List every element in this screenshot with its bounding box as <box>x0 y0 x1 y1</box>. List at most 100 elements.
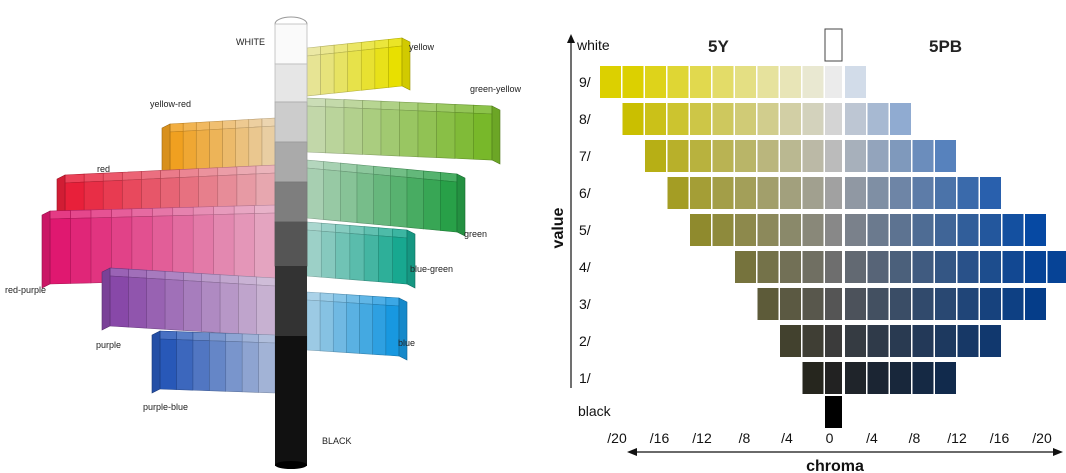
chip-5y <box>645 103 666 135</box>
chip-5pb <box>845 325 866 357</box>
chip-5y <box>780 140 801 172</box>
chip-5pb <box>935 140 956 172</box>
chip-5pb <box>845 362 866 394</box>
chip-5y <box>780 66 801 98</box>
chip-5pb <box>867 140 889 172</box>
chip-5y <box>757 288 779 320</box>
chip-5pb <box>867 214 889 246</box>
chip-5y <box>757 177 779 209</box>
value-axis-column <box>274 16 308 469</box>
chip-5pb <box>912 288 934 320</box>
chroma-axis-arrow-left <box>627 448 637 456</box>
chroma-tick-label: /20 <box>1032 430 1052 446</box>
munsell-color-tree: WHITE yellow green-yellow yellow-red red… <box>5 16 522 469</box>
chip-5y <box>802 288 824 320</box>
chip-5pb <box>890 140 911 172</box>
chroma-tick-label: /4 <box>866 430 878 446</box>
chroma-tick-label: /12 <box>692 430 712 446</box>
chip-5pb <box>890 362 911 394</box>
chip-5pb <box>867 325 889 357</box>
label-purple-blue: purple-blue <box>143 402 188 412</box>
chip-5y <box>690 214 711 246</box>
chip-5pb <box>890 288 911 320</box>
chip-5pb <box>890 325 911 357</box>
chip-5y <box>645 140 666 172</box>
chip-neutral <box>825 140 842 172</box>
chip-5y <box>780 103 801 135</box>
black-chip <box>825 396 842 428</box>
chip-5y <box>735 251 756 283</box>
chroma-axis-title: chroma <box>806 458 864 473</box>
chip-5y <box>712 140 734 172</box>
chip-5y <box>690 103 711 135</box>
chip-5y <box>780 251 801 283</box>
value-tick-label: 8/ <box>579 111 591 127</box>
chip-5y <box>735 140 756 172</box>
chip-5pb <box>957 214 979 246</box>
chip-neutral <box>825 103 842 135</box>
value-tick-label: 5/ <box>579 222 591 238</box>
chip-5pb <box>1002 288 1024 320</box>
label-red-purple: red-purple <box>5 285 46 295</box>
chip-5pb <box>980 177 1001 209</box>
chip-5y <box>622 66 644 98</box>
label-red: red <box>97 164 110 174</box>
chip-5pb <box>935 325 956 357</box>
chip-5y <box>802 177 824 209</box>
chip-5y <box>667 66 689 98</box>
chip-5pb <box>845 251 866 283</box>
chip-5y <box>712 214 734 246</box>
chip-5pb <box>957 288 979 320</box>
chroma-tick-label: /16 <box>650 430 670 446</box>
chip-5pb <box>890 214 911 246</box>
chip-5y <box>802 325 824 357</box>
white-label: white <box>576 37 610 53</box>
chip-5y <box>757 214 779 246</box>
value-axis-title: value <box>550 207 567 248</box>
chroma-tick-label: /16 <box>990 430 1010 446</box>
label-purple: purple <box>96 340 121 350</box>
value-tick-label: 3/ <box>579 296 591 312</box>
leaf-blue <box>306 291 408 361</box>
label-green: green <box>464 229 487 239</box>
leaf-red-purple <box>41 204 276 289</box>
hue-leaves <box>41 37 501 394</box>
chip-5pb <box>980 251 1001 283</box>
chip-5y <box>667 103 689 135</box>
chip-5pb <box>980 214 1001 246</box>
chip-5y <box>667 177 689 209</box>
chip-5y <box>690 66 711 98</box>
chip-5y <box>645 66 666 98</box>
chip-neutral <box>825 288 842 320</box>
chroma-tick-label: /8 <box>739 430 751 446</box>
chip-5y <box>735 214 756 246</box>
chip-5pb <box>912 140 934 172</box>
leaf-purple <box>101 267 276 337</box>
hue-right-label: 5PB <box>929 37 962 56</box>
chip-5pb <box>957 251 979 283</box>
chip-5pb <box>980 325 1001 357</box>
chip-5pb <box>845 288 866 320</box>
chip-neutral <box>825 325 842 357</box>
value-tick-label: 1/ <box>579 370 591 386</box>
chip-5pb <box>935 177 956 209</box>
chip-neutral <box>825 177 842 209</box>
chip-5pb <box>845 177 866 209</box>
chip-5y <box>735 177 756 209</box>
chip-5y <box>802 103 824 135</box>
chroma-tick-label: /20 <box>607 430 627 446</box>
leaf-yellow <box>306 37 411 97</box>
chip-5pb <box>912 251 934 283</box>
chip-5y <box>757 251 779 283</box>
chroma-tick-label: 0 <box>826 430 834 446</box>
white-chip <box>824 28 843 62</box>
chip-neutral <box>825 66 842 98</box>
leaf-purple-blue <box>151 330 276 394</box>
value-tick-label: 6/ <box>579 185 591 201</box>
leaf-yellow-red <box>161 117 276 183</box>
chroma-tick-labels: /20/16/12/8/4 0/4/8/12/16/20 <box>607 430 1052 446</box>
value-tick-label: 2/ <box>579 333 591 349</box>
chip-5pb <box>1025 214 1046 246</box>
leaf-green-yellow <box>306 97 501 165</box>
black-label: black <box>578 403 612 419</box>
